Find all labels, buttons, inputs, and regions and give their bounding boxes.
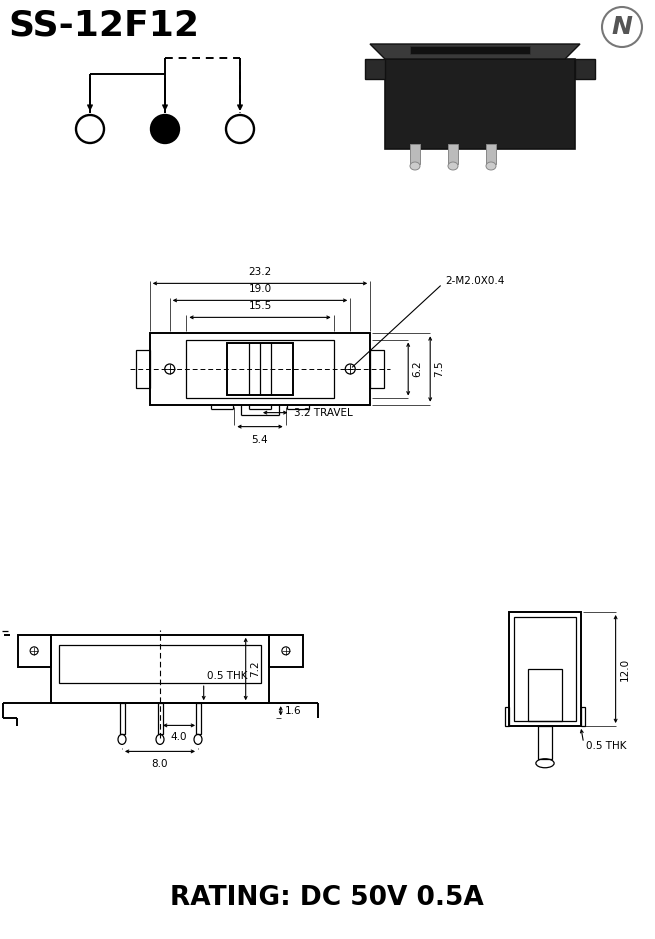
Bar <box>227 343 293 395</box>
Bar <box>486 144 496 164</box>
Bar <box>529 669 561 721</box>
Bar <box>50 635 269 703</box>
Text: 7.2: 7.2 <box>250 661 259 677</box>
Polygon shape <box>370 44 580 59</box>
Text: 0.5 THK: 0.5 THK <box>586 741 626 751</box>
Text: SS-12F12: SS-12F12 <box>8 9 199 43</box>
Bar <box>510 612 580 726</box>
Text: 23.2: 23.2 <box>248 268 272 277</box>
Text: 6.2: 6.2 <box>412 361 422 377</box>
Text: 12.0: 12.0 <box>620 657 629 681</box>
Text: 7.5: 7.5 <box>434 361 444 377</box>
Text: 8.0: 8.0 <box>152 760 168 769</box>
Ellipse shape <box>410 162 420 170</box>
Bar <box>136 350 150 388</box>
Bar <box>448 144 458 164</box>
Bar <box>195 703 200 734</box>
Text: 0.5 THK: 0.5 THK <box>207 671 247 681</box>
Text: 4.0: 4.0 <box>171 732 187 743</box>
Bar <box>538 726 552 760</box>
Text: 5.4: 5.4 <box>252 435 269 445</box>
Bar <box>365 59 385 79</box>
Text: 2-M2.0X0.4: 2-M2.0X0.4 <box>352 276 504 367</box>
Text: 3.2 TRAVEL: 3.2 TRAVEL <box>294 408 353 418</box>
Bar <box>580 707 586 726</box>
Bar <box>187 340 333 398</box>
Bar <box>269 635 303 667</box>
Bar <box>385 59 575 149</box>
Text: RATING: DC 50V 0.5A: RATING: DC 50V 0.5A <box>170 885 484 911</box>
Bar <box>370 350 384 388</box>
Bar <box>18 635 50 667</box>
Circle shape <box>151 115 179 143</box>
Bar <box>514 617 576 721</box>
Text: 1.6: 1.6 <box>285 706 301 716</box>
Bar <box>59 645 261 683</box>
Bar <box>410 144 420 164</box>
Text: 19.0: 19.0 <box>248 285 272 294</box>
Text: 15.5: 15.5 <box>248 301 272 312</box>
Ellipse shape <box>448 162 458 170</box>
Ellipse shape <box>486 162 496 170</box>
Bar <box>410 46 530 54</box>
Bar <box>575 59 595 79</box>
Text: N: N <box>612 15 633 39</box>
Bar <box>119 703 124 734</box>
Bar <box>504 707 510 726</box>
Bar <box>150 333 370 405</box>
Bar <box>157 703 162 734</box>
